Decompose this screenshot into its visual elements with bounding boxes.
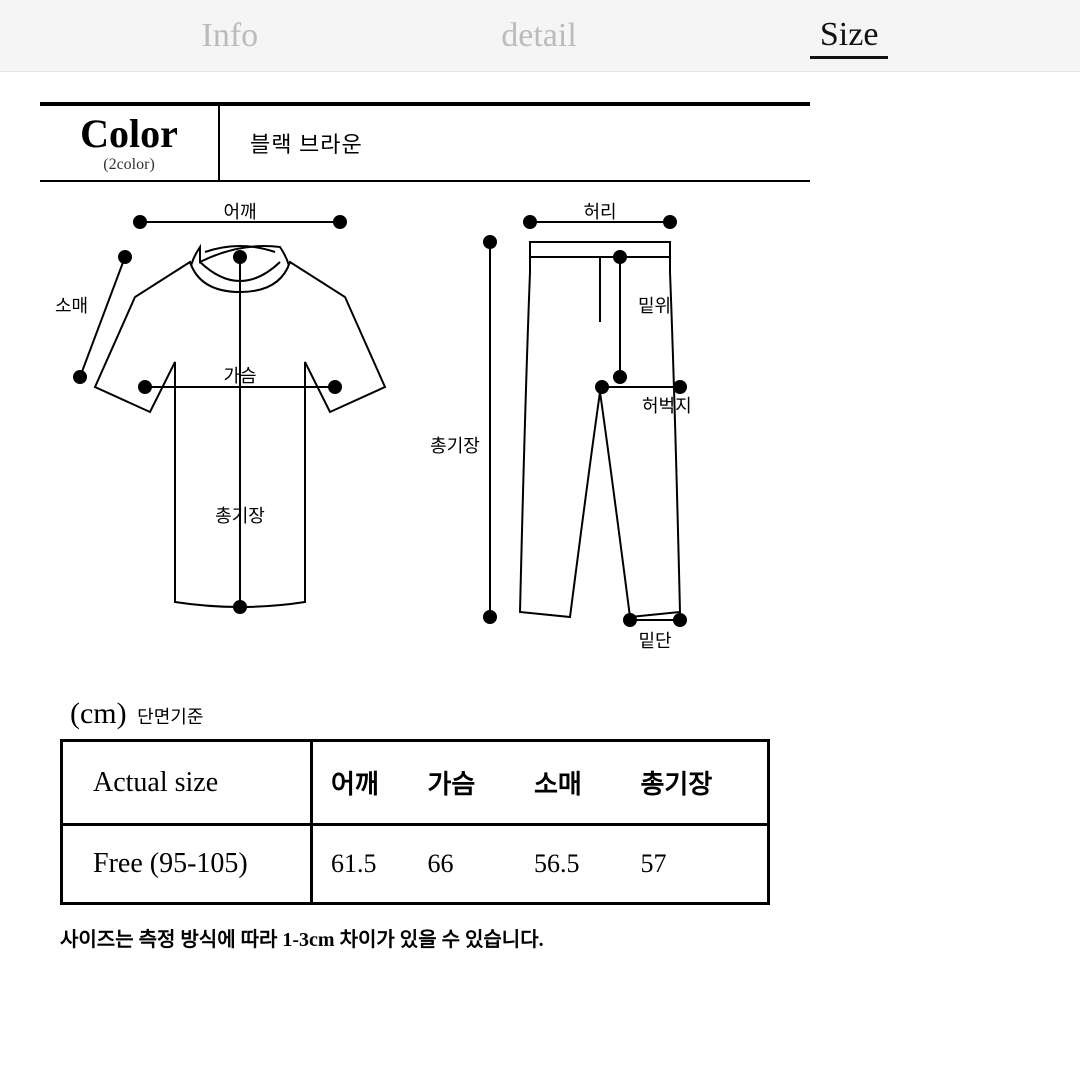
table-header-label: Actual size bbox=[62, 741, 312, 825]
col-chest: 가슴 bbox=[428, 764, 528, 801]
val-chest: 66 bbox=[428, 849, 528, 879]
content-area: Color (2color) 블랙 브라운 어깨 bbox=[0, 72, 1080, 952]
col-sleeve: 소매 bbox=[534, 764, 634, 801]
tab-bar: Info detail Size bbox=[0, 0, 1080, 72]
size-diagram: 어깨 소매 가슴 총기장 bbox=[40, 202, 810, 667]
tab-info[interactable]: Info bbox=[192, 13, 269, 59]
table-row: Free (95-105) 61.5 66 56.5 57 bbox=[62, 825, 769, 904]
color-subtitle: (2color) bbox=[40, 156, 218, 174]
pants-length-label: 총기장 bbox=[430, 436, 480, 456]
val-sleeve: 56.5 bbox=[534, 849, 634, 879]
pants-thigh-label: 허벅지 bbox=[642, 396, 692, 416]
color-title: Color bbox=[40, 114, 218, 154]
shirt-sleeve-label: 소매 bbox=[55, 296, 88, 316]
shirt-length-label: 총기장 bbox=[215, 506, 265, 526]
color-section: Color (2color) 블랙 브라운 bbox=[40, 102, 810, 182]
shirt-shoulder-label: 어깨 bbox=[223, 202, 256, 222]
tab-size[interactable]: Size bbox=[810, 12, 889, 59]
pants-waist-label: 허리 bbox=[583, 202, 616, 222]
col-shoulder: 어깨 bbox=[331, 764, 421, 801]
size-row-values: 61.5 66 56.5 57 bbox=[312, 825, 769, 904]
color-values: 블랙 브라운 bbox=[220, 106, 810, 180]
size-unit-header: (cm) 단면기준 bbox=[70, 697, 1040, 731]
table-row: Actual size 어깨 가슴 소매 총기장 bbox=[62, 741, 769, 825]
size-unit: (cm) bbox=[70, 697, 127, 730]
pants-hem-label: 밑단 bbox=[638, 631, 671, 651]
tab-detail[interactable]: detail bbox=[491, 13, 587, 59]
pants-rise-label: 밑위 bbox=[638, 296, 671, 316]
table-header-columns: 어깨 가슴 소매 총기장 bbox=[312, 741, 769, 825]
size-footnote: 사이즈는 측정 방식에 따라 1-3cm 차이가 있을 수 있습니다. bbox=[60, 923, 1040, 952]
col-length: 총기장 bbox=[641, 764, 741, 801]
val-shoulder: 61.5 bbox=[331, 849, 421, 879]
size-table: Actual size 어깨 가슴 소매 총기장 Free (95-105) 6… bbox=[60, 739, 770, 905]
val-length: 57 bbox=[641, 849, 741, 879]
size-row-label: Free (95-105) bbox=[62, 825, 312, 904]
size-unit-note: 단면기준 bbox=[137, 707, 203, 727]
color-heading-cell: Color (2color) bbox=[40, 106, 220, 180]
